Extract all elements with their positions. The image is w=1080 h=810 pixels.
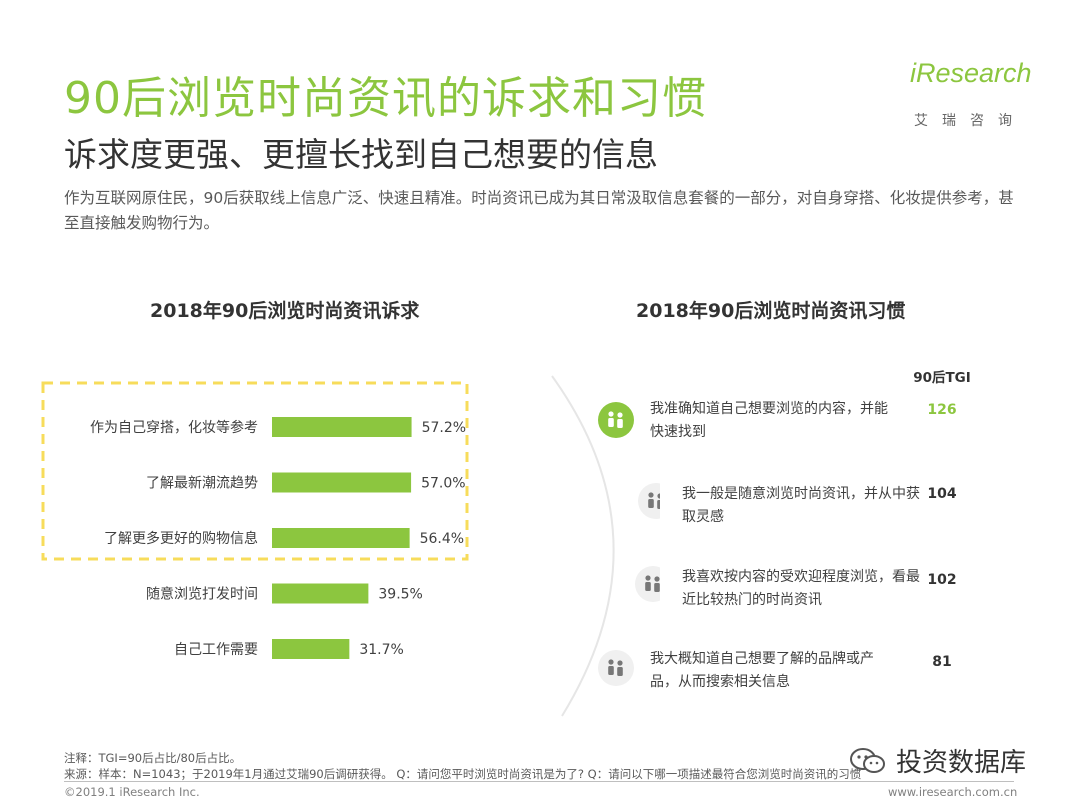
category-label: 随意浏览打发时间 — [146, 586, 258, 603]
value-label: 31.7% — [359, 642, 403, 658]
copyright: ©2019.1 iResearch Inc. — [64, 785, 200, 799]
people-icon — [598, 402, 634, 438]
category-label: 自己工作需要 — [174, 642, 258, 658]
logo-subtitle: 艾瑞咨询 — [914, 113, 1026, 129]
category-label: 了解更多更好的购物信息 — [104, 530, 258, 547]
bar — [272, 417, 412, 437]
wechat-icon — [850, 748, 885, 773]
bar — [272, 528, 410, 548]
left-chart-title: 2018年90后浏览时尚资讯诉求 — [150, 300, 420, 322]
demand-bar-chart: 作为自己穿搭，化妆等参考 57.2% 了解最新潮流趋势 57.0% 了解更多更好的购物信… — [41, 381, 469, 659]
tgi-column-header: 90后TGI — [913, 370, 971, 386]
source-note: 来源：样本：N=1043；于2019年1月通过艾瑞90后调研获得。 Q：请问您平… — [64, 767, 862, 781]
iresearch-logo: iResearch 艾瑞咨询 — [910, 58, 1050, 132]
watermark-text: 投资数据库 — [896, 748, 1027, 778]
value-label: 39.5% — [378, 587, 422, 603]
habit-arc-graphic — [551, 375, 660, 717]
people-icon — [635, 566, 660, 602]
people-icon — [598, 650, 634, 686]
footnote: 注释：TGI=90后占比/80后占比。 — [64, 751, 242, 765]
bar — [272, 583, 369, 604]
habit-description: 我大概知道自己想要了解的品牌或产品，从而搜索相关信息 — [650, 651, 874, 690]
page-subtitle: 诉求度更强、更擅长找到自己想要的信息 — [64, 135, 658, 174]
footer-divider — [64, 781, 1014, 782]
footer-url: www.iresearch.com.cn — [888, 785, 1018, 799]
bar — [272, 639, 350, 659]
page-title: 90后浏览时尚资讯的诉求和习惯 — [64, 73, 707, 124]
tgi-value: 104 — [927, 486, 957, 502]
habit-description: 我喜欢按内容的受欢迎程度浏览，看最近比较热门的时尚资讯 — [682, 569, 920, 608]
right-chart-title: 2018年90后浏览时尚资讯习惯 — [636, 300, 906, 322]
tgi-value: 102 — [927, 572, 957, 588]
habit-description: 我一般是随意浏览时尚资讯，并从中获取灵感 — [682, 486, 920, 525]
tgi-value: 126 — [927, 402, 957, 418]
value-label: 56.4% — [420, 531, 464, 547]
category-label: 了解最新潮流趋势 — [146, 476, 258, 492]
people-icon — [638, 483, 660, 519]
intro-text: 作为互联网原住民，90后获取线上信息广泛、快速且精准。时尚资讯已成为其日常汲取信… — [64, 189, 1014, 232]
value-label: 57.2% — [422, 420, 466, 436]
category-label: 作为自己穿搭，化妆等参考 — [90, 419, 258, 436]
tgi-value: 81 — [932, 654, 952, 670]
decorative-arc — [551, 375, 615, 717]
habit-description: 我准确知道自己想要浏览的内容，并能快速找到 — [650, 401, 888, 440]
value-label: 57.0% — [421, 476, 465, 492]
logo-word: iResearch — [910, 58, 1032, 88]
highlight-box — [41, 381, 469, 561]
bar — [272, 472, 412, 493]
